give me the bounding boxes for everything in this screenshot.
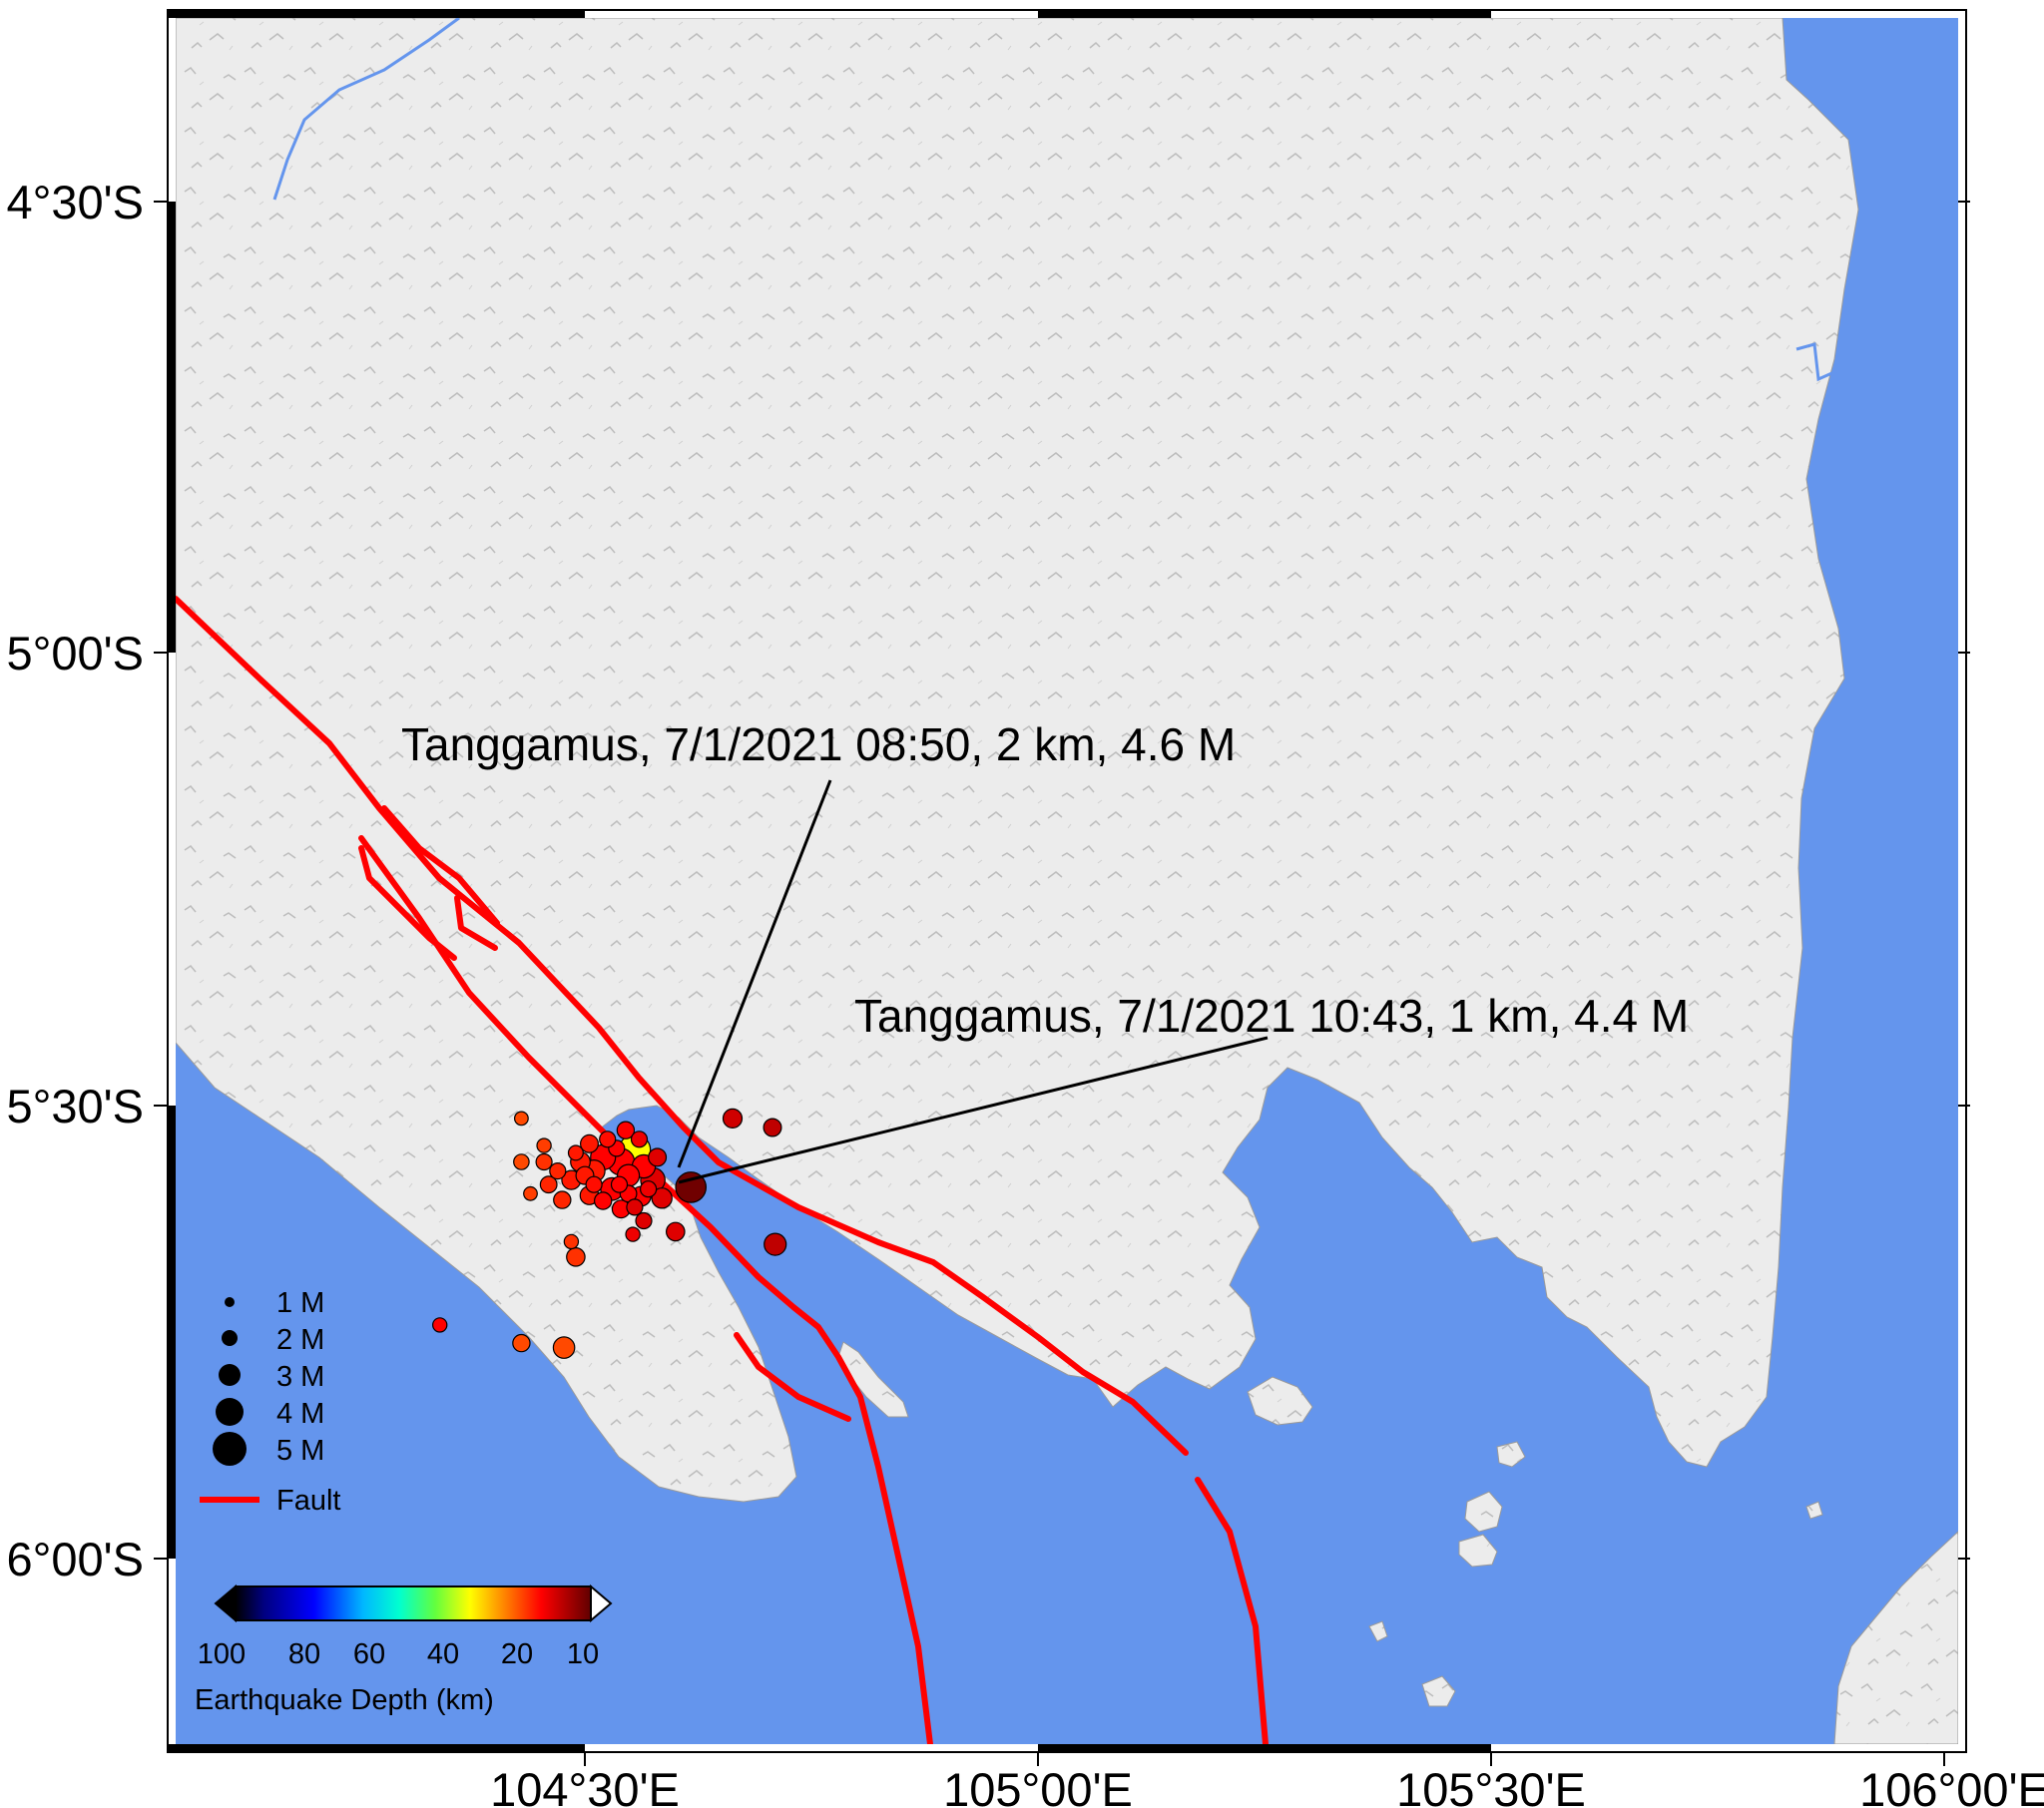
annotation-leader-line	[677, 779, 832, 1168]
colorbar-high-triangle	[590, 1583, 613, 1623]
depth-colorbar: 100 80 60 40 20 10 Earthquake Depth (km)	[195, 1583, 613, 1716]
earthquake-marker	[535, 1152, 553, 1171]
earthquake-marker	[616, 1121, 636, 1139]
legend-magnitude-symbol	[216, 1398, 244, 1426]
earthquake-marker	[552, 1336, 576, 1359]
earthquake-annotation: Tanggamus, 7/1/2021 10:43, 1 km, 4.4 M	[854, 990, 1689, 1042]
lat-label: 5°30'S	[6, 1080, 144, 1132]
earthquake-marker	[764, 1232, 787, 1256]
earthquake-marker	[432, 1317, 448, 1333]
sumatra-land	[176, 18, 1859, 1503]
lat-label: 6°00'S	[6, 1533, 144, 1585]
earthquake-marker	[610, 1175, 629, 1193]
earthquake-marker	[675, 1171, 707, 1203]
earthquake-marker	[514, 1111, 529, 1127]
earthquake-marker	[567, 1144, 584, 1161]
legend-magnitude-label: 5 M	[276, 1435, 324, 1467]
legend-magnitude-label: 2 M	[276, 1324, 324, 1356]
lon-label: 105°30'E	[1396, 1763, 1586, 1808]
earthquake-marker	[539, 1175, 558, 1194]
earthquake-marker	[722, 1108, 744, 1130]
fault-line	[358, 835, 933, 1744]
earthquake-marker	[563, 1233, 580, 1250]
fault-line	[454, 895, 498, 951]
earthquake-marker	[566, 1247, 586, 1267]
legend-magnitude-symbol	[219, 1364, 241, 1386]
colorbar-tick-label: 100	[198, 1638, 246, 1670]
colorbar-tick-label: 80	[288, 1638, 320, 1670]
legend-magnitude-label: 1 M	[276, 1287, 324, 1319]
colorbar-tick-label: 20	[501, 1638, 533, 1670]
earthquake-marker	[639, 1180, 658, 1198]
legend-magnitude-label: 4 M	[276, 1398, 324, 1430]
earthquake-marker	[585, 1175, 603, 1193]
earthquake-marker	[523, 1185, 538, 1201]
earthquake-marker	[599, 1130, 617, 1148]
legend-fault-label: Fault	[276, 1485, 340, 1517]
legend-magnitude-symbol	[213, 1432, 247, 1466]
java-land	[1833, 1531, 1958, 1744]
earthquake-marker	[635, 1211, 653, 1230]
lat-label: 5°00'S	[6, 627, 144, 679]
fault-line	[176, 596, 1189, 1456]
lon-label: 104°30'E	[490, 1763, 680, 1808]
colorbar-label: Earthquake Depth (km)	[195, 1684, 494, 1716]
earthquake-marker	[536, 1137, 552, 1153]
river	[1795, 342, 1837, 382]
legend-magnitude-symbol	[225, 1297, 235, 1307]
legend: 1 M 2 M 3 M 4 M 5 M Fault	[200, 1287, 340, 1517]
annotation-leader-line	[678, 1036, 1269, 1184]
earthquake-marker	[553, 1190, 572, 1209]
river	[272, 18, 460, 201]
colorbar-tick-label: 10	[567, 1638, 599, 1670]
lat-label: 4°30'S	[6, 176, 144, 228]
earthquake-marker	[651, 1187, 673, 1209]
fault-line	[1195, 1477, 1269, 1744]
lon-label: 105°00'E	[943, 1763, 1133, 1808]
lon-label: 106°00'E	[1859, 1763, 2044, 1808]
islands	[837, 1341, 1823, 1707]
earthquake-annotation: Tanggamus, 7/1/2021 08:50, 2 km, 4.6 M	[401, 718, 1236, 770]
colorbar-tick-label: 40	[427, 1638, 459, 1670]
earthquake-marker	[579, 1133, 599, 1153]
frame-ticks	[154, 201, 1970, 1766]
earthquake-marker	[648, 1147, 668, 1167]
fault-line	[381, 805, 500, 926]
earthquake-marker	[512, 1333, 531, 1353]
earthquake-marker	[763, 1118, 782, 1137]
colorbar-low-triangle	[214, 1583, 237, 1623]
earthquake-marker	[665, 1221, 686, 1242]
earthquake-layer	[432, 1108, 787, 1359]
earthquake-marker	[513, 1153, 530, 1170]
earthquake-marker	[594, 1191, 613, 1210]
faults	[176, 596, 1269, 1744]
earthquake-marker	[630, 1130, 649, 1148]
legend-magnitude-label: 3 M	[276, 1361, 324, 1393]
fault-line	[358, 845, 457, 961]
colorbar-tick-label: 60	[353, 1638, 385, 1670]
earthquake-marker	[626, 1198, 644, 1216]
fault-line	[734, 1332, 851, 1422]
earthquake-marker	[549, 1161, 567, 1180]
earthquake-marker	[625, 1226, 641, 1242]
legend-magnitude-symbol	[222, 1330, 238, 1346]
